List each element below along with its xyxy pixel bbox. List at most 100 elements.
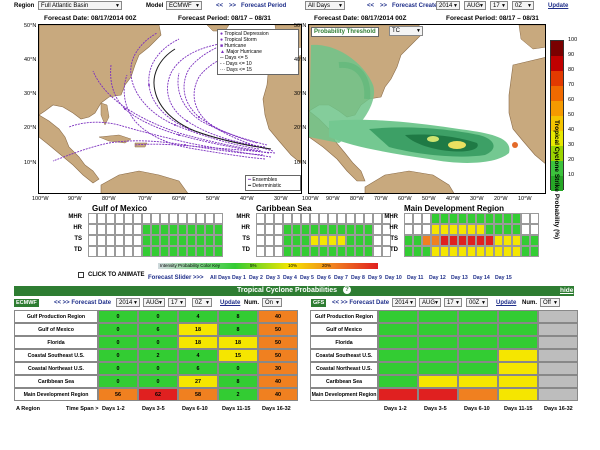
slider-day-link[interactable]: Day 12 [429,275,446,281]
probability-cell [498,336,538,349]
strip-cell [494,235,503,246]
lon-label: 40°W [240,196,254,202]
slider-day-link[interactable]: Day 4 [283,275,297,281]
slider-day-link[interactable]: Day 8 [351,275,365,281]
right-update-link[interactable]: Update [496,300,517,306]
left-year-select[interactable]: 2014 ▼ [116,298,140,307]
slider-day-link[interactable]: Day 14 [473,275,490,281]
slider-day-link[interactable]: Day 13 [451,275,468,281]
strip-cell [467,213,476,224]
slider-day-link[interactable]: Day 15 [495,275,512,281]
right-num-select[interactable]: Off ▼ [540,298,560,307]
region-row-label[interactable]: Coastal Southeast U.S. [310,349,378,362]
strip-cell [256,213,265,224]
left-hour-select[interactable]: 0Z ▼ [192,298,212,307]
strip-cell [292,213,301,224]
region-row-label[interactable]: Main Development Region [310,388,378,401]
slider-day-link[interactable]: Day 10 [385,275,402,281]
left-forecast-date-nav[interactable]: << >> Forecast Date [54,300,112,306]
forecast-period-next[interactable]: >> [229,3,237,9]
right-hour-select[interactable]: 00Z ▼ [466,298,488,307]
forecast-period-prev[interactable]: << [216,3,224,9]
right-month-select[interactable]: AUG ▼ [419,298,441,307]
probability-cell [418,323,458,336]
region-row-label[interactable]: Caribbean Sea [14,375,98,388]
strip-cell [160,246,169,257]
legend-item: ● Tropical Storm [220,37,257,43]
region-row-label[interactable]: Gulf Production Region [310,310,378,323]
strip-cell [88,213,97,224]
right-day-select[interactable]: 17 ▼ [444,298,462,307]
hour-select[interactable]: 0Z ▼ [512,1,534,10]
lat-label: 30°N [294,91,307,97]
left-month-select[interactable]: AUG ▼ [143,298,165,307]
hide-link[interactable]: hide [560,287,574,294]
left-update-link[interactable]: Update [220,300,241,306]
strip-cell [364,235,373,246]
chevron-down-icon: ▼ [275,300,280,306]
strip-cell [301,246,310,257]
right-forecast-date-nav[interactable]: << >> Forecast Date [332,300,390,306]
slider-day-link[interactable]: Day 1 [232,275,246,281]
region-row-label[interactable]: Main Development Region [14,388,98,401]
strip-row-label: HR [389,225,398,231]
strip-cell [503,246,512,257]
slider-day-link[interactable]: All Days [210,275,231,281]
strip-cell [382,213,391,224]
threshold-select[interactable]: TC ▼ [389,26,423,36]
day-select[interactable]: 17 ▼ [490,1,508,10]
region-row-label[interactable]: Florida [310,336,378,349]
region-row-label[interactable]: Coastal Northeast U.S. [310,362,378,375]
probability-cell: 2 [138,349,178,362]
animate-label[interactable]: CLICK TO ANIMATE [88,272,145,278]
left-model-badge: ECMWF [14,299,39,307]
model-select[interactable]: ECMWF ▼ [166,1,202,10]
left-day-select[interactable]: 17 ▼ [168,298,186,307]
probability-cell: 18 [178,336,218,349]
month-select[interactable]: AUG ▼ [464,1,486,10]
strip-cell [346,213,355,224]
region-row-label[interactable]: Coastal Northeast U.S. [14,362,98,375]
forecast-created-next[interactable]: >> [380,3,388,9]
strip-cell [169,235,178,246]
probability-cell: 50 [258,336,298,349]
strip-cell [142,246,151,257]
strip-cell [364,224,373,235]
right-year-select[interactable]: 2014 ▼ [392,298,416,307]
region-row-label[interactable]: Gulf Production Region [14,310,98,323]
region-row-label[interactable]: Gulf of Mexico [14,323,98,336]
left-num-select[interactable]: On ▼ [262,298,282,307]
strip-cell [265,246,274,257]
forecast-created-prev[interactable]: << [367,3,375,9]
slider-day-link[interactable]: Day 2 [249,275,263,281]
animate-checkbox[interactable] [78,272,84,278]
slider-day-link[interactable]: Day 11 [407,275,424,281]
probability-cell: 0 [138,310,178,323]
slider-day-link[interactable]: Day 7 [334,275,348,281]
year-select[interactable]: 2014 ▼ [436,1,460,10]
slider-day-link[interactable]: Day 6 [317,275,331,281]
chevron-down-icon: ▼ [479,3,484,9]
help-icon[interactable]: ? [342,286,351,295]
left-track-map[interactable]: ● Tropical Depression ● Tropical Storm ■… [38,24,302,194]
footer-day-label: Days 1-2 [102,406,125,412]
region-row-label[interactable]: Coastal Southeast U.S. [14,349,98,362]
legend-item: - - Days <= 10 [220,61,252,67]
strip-cell [337,224,346,235]
right-probability-map[interactable]: Probability Threshold TC ▼ [308,24,546,194]
strip-cell [337,246,346,257]
slider-day-link[interactable]: Day 3 [266,275,280,281]
left-day-value: 17 [171,300,178,306]
region-row-label[interactable]: Florida [14,336,98,349]
probability-cell [498,349,538,362]
region-row-label[interactable]: Gulf of Mexico [310,323,378,336]
track-points [124,84,212,146]
probability-cell: 0 [98,362,138,375]
update-link[interactable]: Update [548,3,569,9]
forecast-period-select[interactable]: All Days ▼ [305,1,345,10]
region-row-label[interactable]: Caribbean Sea [310,375,378,388]
strip-cell [214,246,223,257]
slider-day-link[interactable]: Day 9 [368,275,382,281]
region-select[interactable]: Full Atlantic Basin ▼ [38,1,122,10]
slider-day-link[interactable]: Day 5 [300,275,314,281]
